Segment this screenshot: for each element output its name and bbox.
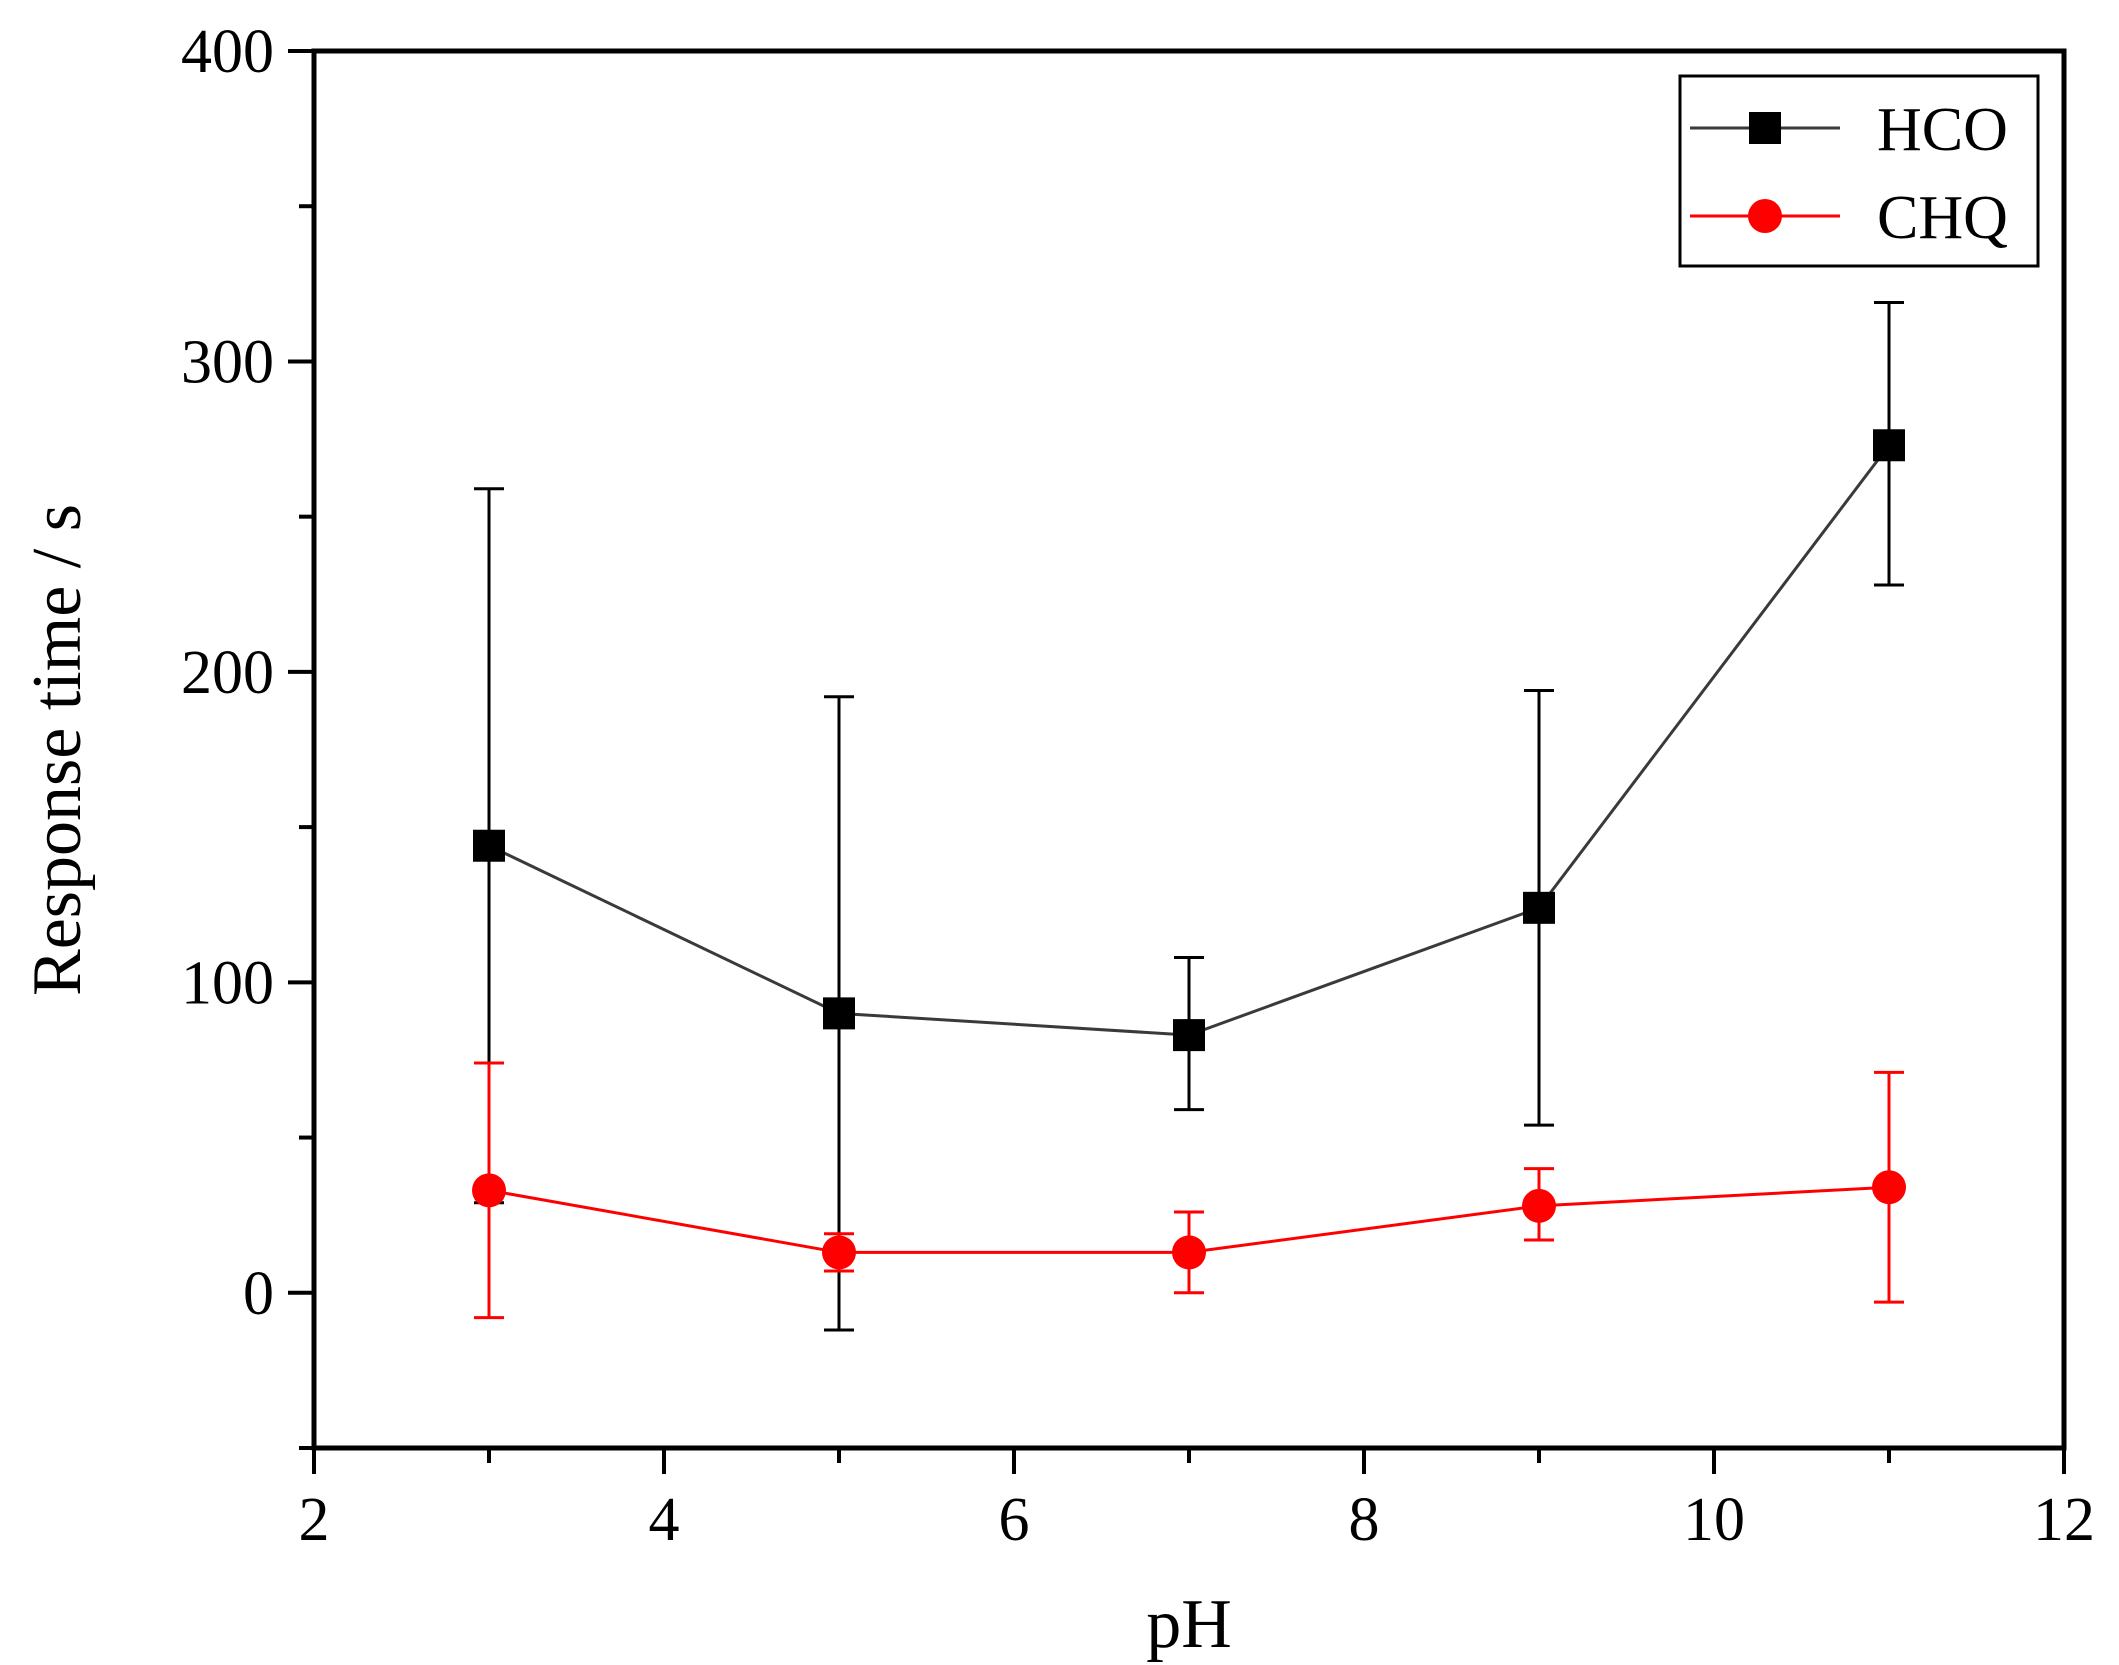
y-tick-label: 300 <box>181 328 274 396</box>
legend: HCO CHQ <box>1678 74 2040 268</box>
y-axis-title: Response time / s <box>19 504 96 996</box>
series-layer <box>472 300 1906 1332</box>
y-tick-label: 0 <box>243 1260 274 1328</box>
data-point-hco <box>1523 891 1555 924</box>
x-tick-label: 2 <box>299 1486 330 1554</box>
data-point-hco <box>1873 429 1905 462</box>
data-point-chq <box>1872 1170 1906 1205</box>
legend-marker-chq <box>1748 199 1782 233</box>
x-tick-label: 10 <box>1683 1486 1745 1554</box>
data-point-chq <box>1522 1188 1556 1223</box>
x-axis-title: pH <box>1146 1586 1232 1663</box>
x-tick-label: 8 <box>1349 1486 1380 1554</box>
x-tick-label: 4 <box>649 1486 680 1554</box>
data-point-chq <box>822 1235 856 1270</box>
x-tick-label: 12 <box>2033 1486 2095 1554</box>
data-point-hco <box>823 997 855 1030</box>
data-point-hco <box>1173 1019 1205 1052</box>
axes: 2 4 6 8 10 12 0 100 200 300 400 <box>181 18 2095 1554</box>
data-point-hco <box>473 829 505 862</box>
legend-label-chq: CHQ <box>1877 184 2008 252</box>
x-tick-label: 6 <box>999 1486 1030 1554</box>
legend-marker-hco <box>1749 112 1781 144</box>
y-tick-label: 400 <box>181 18 274 86</box>
legend-label-hco: HCO <box>1877 96 2008 164</box>
y-tick-label: 100 <box>181 949 274 1017</box>
legend-box <box>1678 74 2040 268</box>
data-point-chq <box>472 1173 506 1208</box>
series-chq <box>472 1061 1906 1320</box>
data-point-chq <box>1172 1235 1206 1270</box>
y-tick-label: 200 <box>181 639 274 707</box>
